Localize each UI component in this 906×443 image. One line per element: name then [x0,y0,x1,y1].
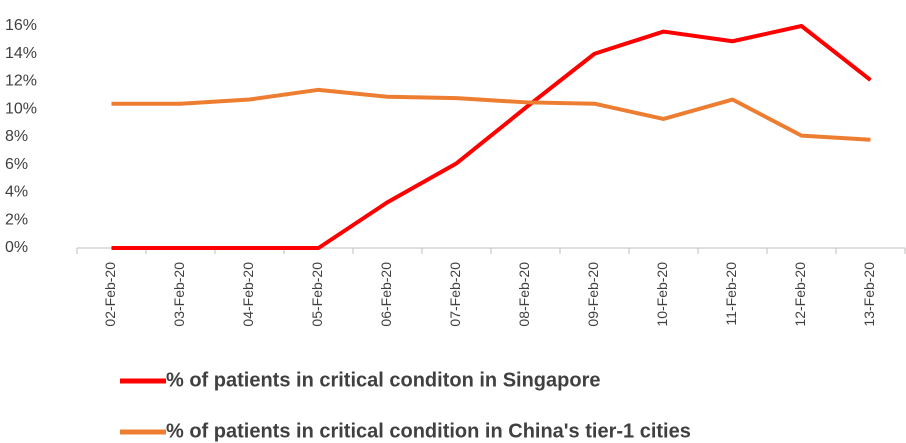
x-tick-label: 05-Feb-20 [309,262,325,327]
y-tick-label: 8% [5,128,28,145]
series-line [111,24,872,250]
y-tick-label: 14% [5,45,37,62]
x-tick-label: 06-Feb-20 [378,262,394,327]
legend-label: % of patients in critical conditon in Si… [166,369,600,391]
legend-label: % of patients in critical condition in C… [166,420,691,442]
series-line [111,87,871,142]
x-tick-label: 09-Feb-20 [585,262,601,327]
x-tick-label: 07-Feb-20 [447,262,463,327]
y-tick-label: 6% [5,156,28,173]
y-tick-label: 4% [5,184,28,201]
y-tick-label: 12% [5,73,37,90]
y-tick-label: 0% [5,239,28,256]
x-tick-label: 13-Feb-20 [861,262,877,327]
x-tick-label: 11-Feb-20 [723,262,739,326]
y-tick-label: 10% [5,100,37,117]
x-tick-label: 10-Feb-20 [654,262,670,327]
x-tick-label: 03-Feb-20 [171,262,187,327]
x-tick-label: 04-Feb-20 [240,262,256,327]
x-tick-label: 12-Feb-20 [792,262,808,327]
y-tick-label: 2% [5,211,28,228]
x-tick-label: 08-Feb-20 [516,262,532,327]
x-tick-label: 02-Feb-20 [102,262,118,327]
y-tick-label: 16% [5,17,37,34]
